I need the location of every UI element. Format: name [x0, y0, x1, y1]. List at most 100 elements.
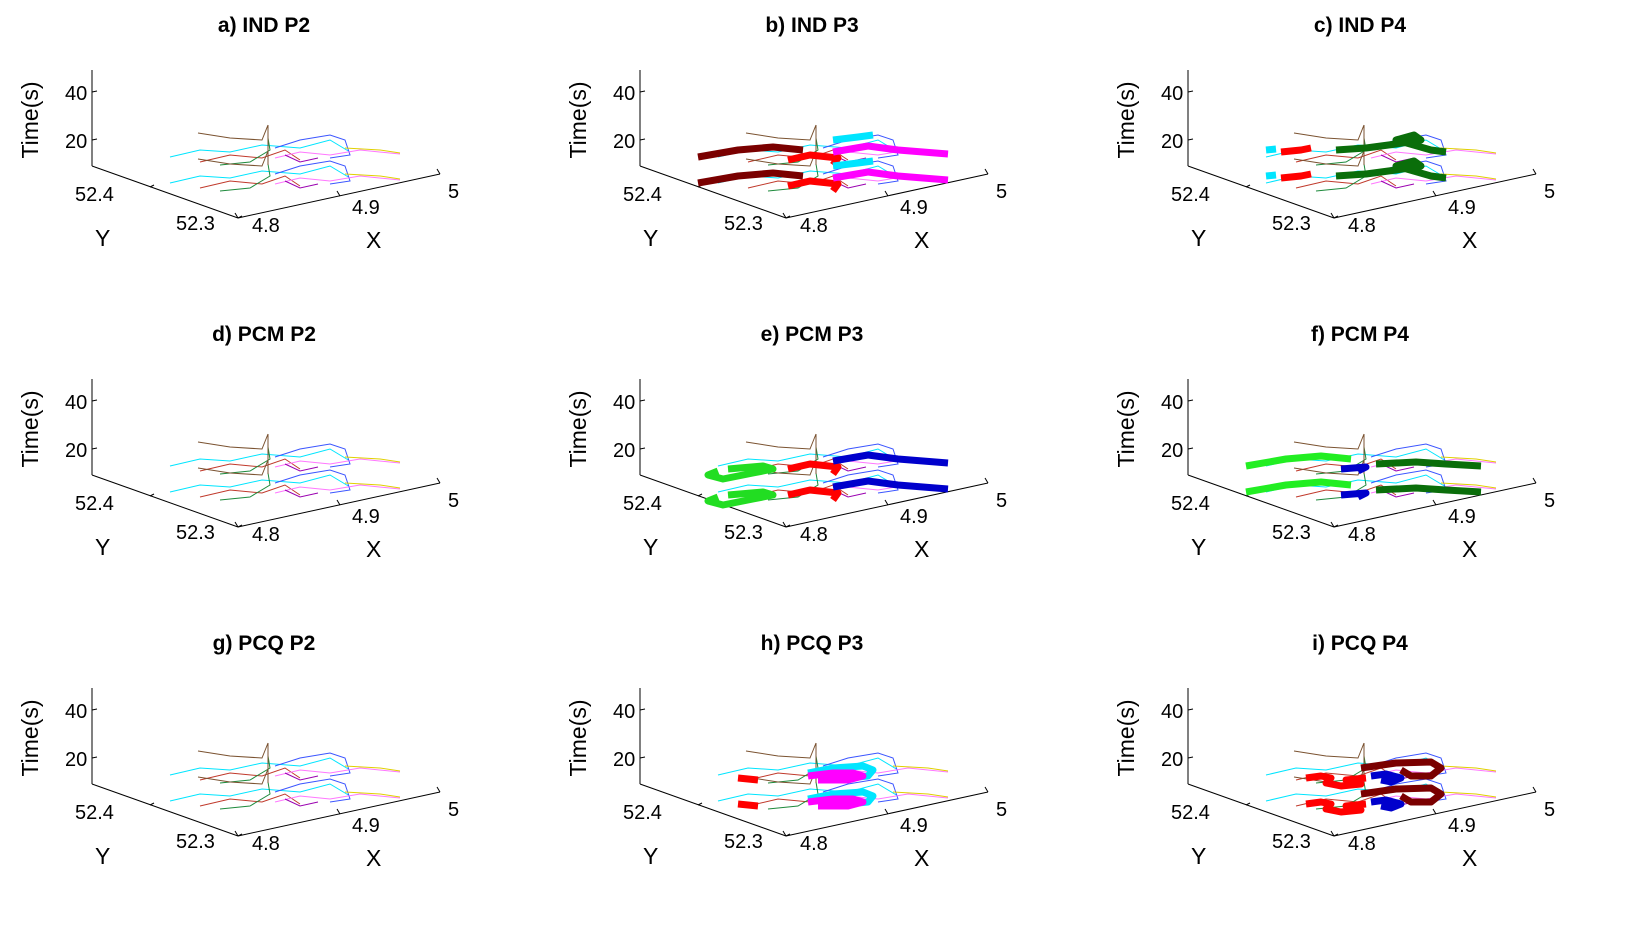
- y-tick-label: 52.3: [724, 213, 763, 235]
- x-tick-label: 4.9: [352, 506, 380, 528]
- network-path: [717, 783, 899, 802]
- x-tick-label: 4.8: [800, 833, 828, 855]
- network-path: [199, 149, 301, 163]
- network-path: [1265, 783, 1447, 802]
- x-tick-mark: [984, 786, 989, 793]
- z-axis-label: Time(s): [1113, 390, 1139, 467]
- x-tick-label: 5: [1544, 490, 1555, 512]
- y-tick-label: 52.3: [1272, 522, 1311, 544]
- network-path: [284, 154, 319, 163]
- network-path: [274, 767, 401, 777]
- x-tick-mark: [1532, 477, 1537, 484]
- x-tick-mark: [782, 521, 787, 528]
- network-path: [1370, 752, 1447, 777]
- z-axis-label: Time(s): [565, 81, 591, 158]
- y-tick-mark: [697, 802, 703, 806]
- x-tick-mark: [1432, 499, 1437, 506]
- network-path: [199, 767, 301, 781]
- chart-panel: c) IND P4 40 20 Time(s) 52.4 52.3 Y 4.8 4.9 5 X: [1096, 0, 1644, 308]
- x-tick-label: 4.9: [1448, 506, 1476, 528]
- network-path: [1440, 173, 1497, 180]
- network-path: [344, 482, 401, 489]
- z-tick-label: 40: [613, 392, 635, 414]
- highlight-route: [704, 462, 777, 483]
- network-path: [169, 139, 351, 158]
- network-path: [1440, 765, 1497, 772]
- y-tick-label: 52.3: [176, 213, 215, 235]
- axes-frame: [1187, 70, 1537, 219]
- y-tick-label: 52.4: [75, 802, 114, 824]
- highlight-route: [832, 451, 949, 467]
- chart-plot: i) PCQ P4 40 20 Time(s) 52.4 52.3 Y 4.8 4.9 5 X: [1113, 632, 1555, 871]
- highlight-route: [704, 488, 777, 509]
- network-path: [822, 469, 899, 494]
- network-path: [1380, 180, 1415, 189]
- highlight-route: [832, 168, 949, 184]
- network-path: [284, 489, 319, 498]
- x-tick-mark: [782, 830, 787, 837]
- highlight-route: [1375, 458, 1482, 470]
- axes-frame: [1187, 379, 1537, 528]
- chart-panel: h) PCQ P3 40 20 Time(s) 52.4 52.3 Y 4.8 4.9 5 X: [548, 618, 1096, 926]
- y-tick-label: 52.3: [176, 831, 215, 853]
- x-tick-mark: [1330, 212, 1335, 219]
- network-path: [717, 448, 899, 467]
- network-path: [1295, 175, 1397, 189]
- z-axis-label: Time(s): [565, 390, 591, 467]
- network-path: [1295, 149, 1397, 163]
- highlight-route: [1280, 170, 1312, 182]
- highlight-route: [832, 157, 874, 170]
- network-path: [199, 458, 301, 472]
- chart-panel: i) PCQ P4 40 20 Time(s) 52.4 52.3 Y 4.8 4.9 5 X: [1096, 618, 1644, 926]
- axes-frame: [91, 70, 441, 219]
- x-tick-label: 4.8: [1348, 215, 1376, 237]
- x-tick-mark: [336, 190, 341, 197]
- y-tick-mark: [1245, 184, 1251, 188]
- x-tick-mark: [884, 190, 889, 197]
- highlight-route: [697, 169, 804, 187]
- network-path: [199, 484, 301, 498]
- x-axis-label: X: [366, 227, 381, 253]
- z-tick-mark: [639, 90, 646, 93]
- chart-title: f) PCM P4: [1311, 323, 1409, 346]
- network-path: [274, 752, 351, 777]
- x-axis-line: [785, 791, 989, 837]
- y-tick-label: 52.4: [623, 493, 662, 515]
- highlight-route: [1335, 157, 1447, 182]
- z-tick-mark: [1187, 708, 1194, 711]
- highlight-route: [1280, 144, 1312, 156]
- y-tick-mark: [149, 493, 155, 497]
- network-path: [169, 165, 351, 184]
- highlight-route: [1305, 798, 1367, 816]
- z-tick-mark: [91, 447, 98, 450]
- x-axis-line: [237, 482, 441, 528]
- chart-title: b) IND P3: [765, 14, 858, 37]
- network-path: [344, 765, 401, 772]
- network-path: [1440, 147, 1497, 154]
- x-tick-label: 4.8: [252, 833, 280, 855]
- z-tick-label: 20: [65, 131, 87, 153]
- network-path: [745, 124, 817, 141]
- x-tick-label: 4.8: [252, 524, 280, 546]
- x-tick-label: 4.9: [900, 506, 928, 528]
- y-tick-mark: [785, 215, 791, 219]
- y-axis-label: Y: [1191, 534, 1206, 560]
- y-axis-line: [91, 474, 239, 528]
- x-tick-label: 4.9: [1448, 197, 1476, 219]
- chart-title: h) PCQ P3: [761, 632, 864, 655]
- axes-frame: [639, 70, 989, 219]
- z-tick-mark: [91, 756, 98, 759]
- network-path: [1370, 175, 1497, 185]
- highlight-route: [807, 769, 867, 784]
- highlight-route: [1340, 463, 1370, 475]
- x-tick-mark: [884, 499, 889, 506]
- z-tick-label: 40: [65, 392, 87, 414]
- y-axis-label: Y: [643, 534, 658, 560]
- y-tick-label: 52.3: [724, 831, 763, 853]
- chart-panel: b) IND P3 40 20 Time(s) 52.4 52.3 Y 4.8 4.9 5 X: [548, 0, 1096, 308]
- network-path: [344, 791, 401, 798]
- highlight-route: [1245, 452, 1352, 470]
- chart-panel: g) PCQ P2 40 20 Time(s) 52.4 52.3 Y 4.8 4.9 5 X: [0, 618, 548, 926]
- axes-frame: [639, 688, 989, 837]
- network-path: [274, 175, 401, 185]
